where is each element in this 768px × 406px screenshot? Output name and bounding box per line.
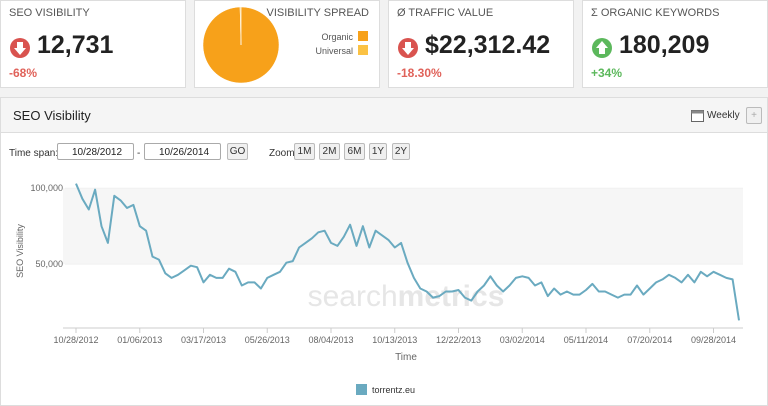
x-tick-label: 10/28/2012: [53, 335, 98, 345]
legend-swatch: [358, 45, 368, 55]
time-span-label: Time span:: [9, 148, 59, 159]
kpi-card: SEO VISIBILITY 12,731 -68%: [0, 0, 186, 88]
x-tick-label: 05/26/2013: [245, 335, 290, 345]
card-title: VISIBILITY SPREAD: [266, 7, 369, 19]
date-separator: -: [137, 148, 141, 159]
card-change: -18.30%: [397, 66, 442, 80]
date-from-input[interactable]: 10/28/2012: [57, 143, 134, 160]
x-tick-label: 01/06/2013: [117, 335, 162, 345]
interval-select[interactable]: Weekly: [707, 110, 740, 121]
y-tick-label: 50,000: [35, 259, 63, 269]
legend-swatch: [356, 384, 367, 395]
card-title: Ø TRAFFIC VALUE: [397, 7, 494, 19]
x-axis-title: Time: [395, 352, 417, 363]
series-line: [75, 183, 740, 321]
x-tick-label: 07/20/2014: [627, 335, 672, 345]
card-value: 12,731: [37, 31, 114, 59]
pie-slice: [239, 6, 242, 46]
y-tick-label: 100,000: [30, 183, 63, 193]
y-axis-title: SEO Visibility: [15, 224, 25, 278]
down-icon: [398, 38, 418, 58]
x-tick-label: 03/17/2013: [181, 335, 226, 345]
calendar-icon: [691, 110, 704, 122]
x-tick-label: 12/22/2013: [436, 335, 481, 345]
watermark: searchmetrics: [308, 280, 505, 313]
x-tick-label: 05/11/2014: [564, 335, 608, 345]
up-icon: [592, 38, 612, 58]
x-tick-label: 10/13/2013: [372, 335, 417, 345]
kpi-card: Ø TRAFFIC VALUE $22,312.42 -18.30%: [388, 0, 574, 88]
zoom-button[interactable]: 6M: [344, 143, 365, 160]
date-to-input[interactable]: 10/26/2014: [144, 143, 221, 160]
watermark-part: metrics: [398, 280, 505, 313]
zoom-button[interactable]: 2Y: [392, 143, 410, 160]
zoom-label: Zoom:: [269, 148, 298, 159]
card-value: 180,209: [619, 31, 710, 59]
legend-label: Organic: [321, 32, 353, 42]
panel-header: SEO Visibility Weekly +: [1, 98, 767, 133]
zoom-button[interactable]: 2M: [319, 143, 340, 160]
plot-band: [63, 188, 743, 265]
legend-label: torrentz.eu: [372, 385, 415, 395]
zoom-button[interactable]: 1M: [294, 143, 315, 160]
legend-swatch: [358, 31, 368, 41]
x-tick-label: 09/28/2014: [691, 335, 736, 345]
panel-title: SEO Visibility: [13, 108, 91, 123]
pie-chart: Organic Universal: [202, 6, 368, 84]
kpi-card: Σ ORGANIC KEYWORDS 180,209 +34%: [582, 0, 768, 88]
x-tick-label: 08/04/2013: [308, 335, 353, 345]
zoom-button[interactable]: 1Y: [369, 143, 387, 160]
go-button[interactable]: GO: [227, 143, 248, 160]
card-change: +34%: [591, 66, 623, 80]
chart-panel: SEO Visibility Weekly + Time span: 10/28…: [0, 97, 768, 406]
card-change: -68%: [9, 66, 38, 80]
add-button[interactable]: +: [746, 107, 762, 124]
watermark-part: search: [308, 280, 398, 313]
line-chart: searchmetrics 50,000 100,000 10/28/2012 01/0…: [15, 183, 743, 395]
card-title: SEO VISIBILITY: [9, 7, 90, 19]
card-value: $22,312.42: [425, 31, 551, 59]
legend-label: Universal: [315, 46, 353, 56]
card-title: Σ ORGANIC KEYWORDS: [591, 7, 720, 19]
pie-card: VISIBILITY SPREAD Organic Universal: [194, 0, 380, 88]
x-tick-label: 03/02/2014: [500, 335, 545, 345]
down-icon: [10, 38, 30, 58]
